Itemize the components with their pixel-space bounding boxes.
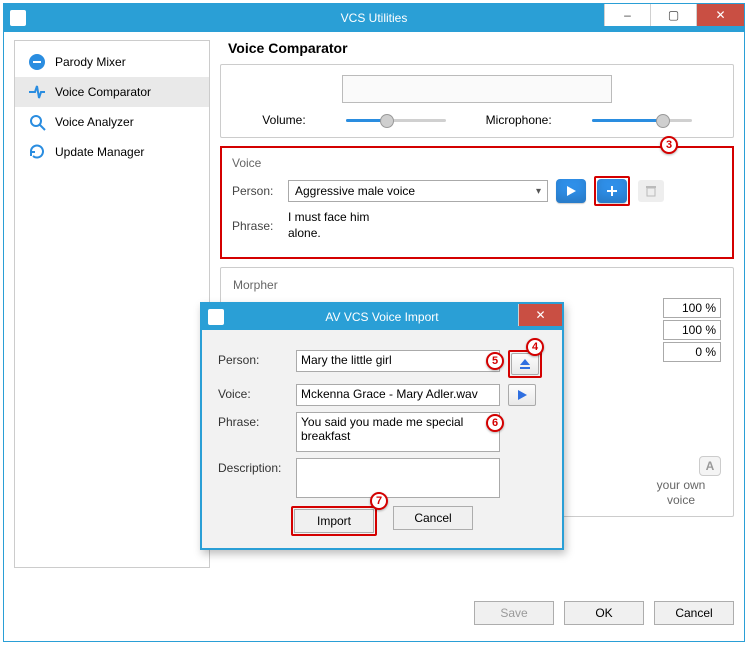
modal-voice-label: Voice: bbox=[218, 384, 288, 401]
mixer-icon bbox=[27, 52, 47, 72]
dialog-app-icon bbox=[208, 309, 224, 325]
cancel-button[interactable]: Cancel bbox=[654, 601, 734, 625]
morpher-legend: Morpher bbox=[233, 278, 721, 292]
delete-button[interactable] bbox=[638, 180, 664, 202]
titlebar[interactable]: VCS Utilities – ▢ ✕ bbox=[4, 4, 744, 32]
modal-phrase-label: Phrase: bbox=[218, 412, 288, 429]
person-label: Person: bbox=[232, 184, 280, 198]
volume-slider[interactable] bbox=[346, 116, 446, 124]
modal-voice-input[interactable]: Mckenna Grace - Mary Adler.wav bbox=[296, 384, 500, 406]
modal-cancel-button[interactable]: Cancel bbox=[393, 506, 473, 530]
person-select-value: Aggressive male voice bbox=[295, 184, 415, 198]
microphone-label: Microphone: bbox=[486, 113, 552, 127]
sidebar-item-label: Update Manager bbox=[55, 145, 144, 159]
page-title: Voice Comparator bbox=[220, 40, 734, 64]
sidebar-item-update-manager[interactable]: Update Manager bbox=[15, 137, 209, 167]
modal-play-button[interactable] bbox=[508, 384, 536, 406]
voice-legend: Voice bbox=[232, 156, 722, 170]
modal-desc-label: Description: bbox=[218, 458, 288, 475]
voice-group: 3 Voice Person: Aggressive male voice ▾ bbox=[220, 146, 734, 259]
highlight-import: Import bbox=[291, 506, 377, 536]
microphone-slider[interactable] bbox=[592, 116, 692, 124]
output-display bbox=[342, 75, 612, 103]
morpher-val-1[interactable]: 100 % bbox=[663, 320, 721, 340]
highlight-add bbox=[594, 176, 630, 206]
person-select[interactable]: Aggressive male voice ▾ bbox=[288, 180, 548, 202]
output-panel: Volume: Microphone: bbox=[220, 64, 734, 138]
play-button[interactable] bbox=[556, 179, 586, 203]
sidebar-item-voice-analyzer[interactable]: Voice Analyzer bbox=[15, 107, 209, 137]
maximize-button[interactable]: ▢ bbox=[650, 4, 696, 26]
window-buttons: – ▢ ✕ bbox=[604, 4, 744, 32]
callout-3: 3 bbox=[660, 136, 678, 154]
callout-7: 7 bbox=[370, 492, 388, 510]
callout-6: 6 bbox=[486, 414, 504, 432]
ok-button[interactable]: OK bbox=[564, 601, 644, 625]
sidebar-item-label: Voice Comparator bbox=[55, 85, 151, 99]
callout-4: 4 bbox=[526, 338, 544, 356]
morpher-val-0[interactable]: 100 % bbox=[663, 298, 721, 318]
modal-phrase-input[interactable]: You said you made me special breakfast bbox=[296, 412, 500, 452]
update-icon bbox=[27, 142, 47, 162]
sidebar-item-label: Voice Analyzer bbox=[55, 115, 134, 129]
eject-button[interactable] bbox=[511, 353, 539, 375]
app-window: VCS Utilities – ▢ ✕ Parody Mixer Voice C… bbox=[3, 3, 745, 642]
dialog-title: AV VCS Voice Import bbox=[202, 310, 562, 324]
import-button[interactable]: Import bbox=[294, 509, 374, 533]
dialog-close-button[interactable]: ✕ bbox=[518, 304, 562, 326]
app-icon bbox=[10, 10, 26, 26]
sidebar-item-parody-mixer[interactable]: Parody Mixer bbox=[15, 47, 209, 77]
save-button[interactable]: Save bbox=[474, 601, 554, 625]
modal-person-input[interactable]: Mary the little girl bbox=[296, 350, 500, 372]
sidebar-item-label: Parody Mixer bbox=[55, 55, 126, 69]
footer-buttons: Save OK Cancel bbox=[474, 595, 734, 631]
own-voice-note: your own voice bbox=[641, 478, 721, 507]
morpher-val-2[interactable]: 0 % bbox=[663, 342, 721, 362]
chevron-down-icon: ▾ bbox=[536, 186, 541, 197]
analyzer-icon bbox=[27, 112, 47, 132]
phrase-label: Phrase: bbox=[232, 219, 280, 233]
comparator-icon bbox=[27, 82, 47, 102]
callout-5: 5 bbox=[486, 352, 504, 370]
sidebar-item-voice-comparator[interactable]: Voice Comparator bbox=[15, 77, 209, 107]
phrase-value: I must face him alone. bbox=[288, 210, 369, 241]
add-voice-button[interactable] bbox=[597, 179, 627, 203]
volume-label: Volume: bbox=[262, 113, 305, 127]
close-button[interactable]: ✕ bbox=[696, 4, 744, 26]
cap-a-button[interactable]: A bbox=[699, 456, 721, 476]
modal-person-label: Person: bbox=[218, 350, 288, 367]
modal-desc-input[interactable] bbox=[296, 458, 500, 498]
voice-import-dialog: AV VCS Voice Import ✕ Person: Mary the l… bbox=[200, 302, 564, 550]
dialog-titlebar[interactable]: AV VCS Voice Import ✕ bbox=[202, 304, 562, 330]
sidebar: Parody Mixer Voice Comparator Voice Anal… bbox=[14, 40, 210, 568]
minimize-button[interactable]: – bbox=[604, 4, 650, 26]
